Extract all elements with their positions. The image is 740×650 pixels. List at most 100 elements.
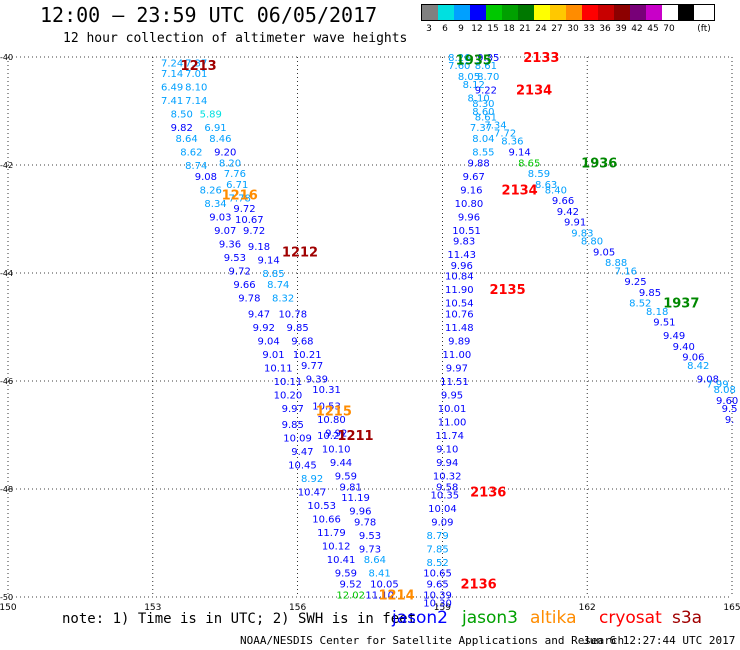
wave-height-value: 10.76 <box>445 310 474 321</box>
wave-height-value: 8.74 <box>185 161 207 172</box>
time-label: 2134 <box>502 183 538 198</box>
wave-height-value: 11.00 <box>438 418 467 429</box>
wave-height-value: 7.41 <box>161 96 183 107</box>
wave-height-value: 9. <box>725 415 735 426</box>
wave-height-value: 9.72 <box>243 226 265 237</box>
lon-tick-label: 165 <box>723 603 740 610</box>
wave-height-value: 9.89 <box>448 337 470 348</box>
satellite-s3a: s3a <box>672 608 703 628</box>
time-label: 1937 <box>663 297 699 312</box>
wave-height-value: 10.53 <box>312 401 341 412</box>
wave-height-value: 7.34 <box>484 121 506 132</box>
wave-height-value: 8.30 <box>472 99 494 110</box>
wave-height-value: 9.14 <box>258 256 280 267</box>
wave-height-value: 8.64 <box>175 134 197 145</box>
wave-height-value: 8.85 <box>262 269 284 280</box>
lon-tick-label: 156 <box>289 603 306 610</box>
wave-height-value: 8.20 <box>219 158 241 169</box>
wave-height-value: 9.08 <box>697 374 719 385</box>
wave-height-value: 11.90 <box>445 285 474 296</box>
wave-height-value: 9.35 <box>477 53 499 64</box>
wave-height-value: 11.43 <box>447 250 476 261</box>
wave-height-value: 10.35 <box>430 490 459 501</box>
legend-label: 30 <box>567 24 579 34</box>
wave-height-value: 10.39 <box>423 590 452 601</box>
legend-swatch <box>566 5 582 20</box>
wave-height-value: 8.26 <box>200 185 222 196</box>
wave-height-value: 10.05 <box>370 580 399 591</box>
wave-height-value: 11.00 <box>443 350 472 361</box>
wave-height-value: 7.72 <box>494 129 516 140</box>
wave-height-value: 9.96 <box>458 212 480 223</box>
time-label: 1936 <box>581 156 617 171</box>
lon-tick-label: 162 <box>579 603 596 610</box>
wave-height-value: 10.47 <box>298 488 327 499</box>
legend-swatch <box>630 5 646 20</box>
wave-height-value: 7.76 <box>224 169 246 180</box>
time-label: 2133 <box>523 51 559 66</box>
wave-height-value: 8.70 <box>477 72 499 83</box>
wave-height-value: 9.85 <box>639 288 661 299</box>
wave-height-value: 8.88 <box>605 258 627 269</box>
wave-height-value: 7.85 <box>426 544 448 555</box>
wave-height-value: 9.77 <box>301 361 323 372</box>
wave-height-value: 9.40 <box>673 342 695 353</box>
wave-height-value: 10.41 <box>327 555 356 566</box>
wave-height-value: 9.22 <box>475 85 497 96</box>
wave-height-value: 7.60 <box>448 61 470 72</box>
wave-height-value: 10.66 <box>312 515 341 526</box>
wave-height-value: 9.96 <box>349 507 371 518</box>
wave-height-value: 8.65 <box>518 158 540 169</box>
wave-height-value: 9.95 <box>441 391 463 402</box>
wave-height-value: 11.51 <box>440 377 469 388</box>
page-subtitle: 12 hour collection of altimeter wave hei… <box>63 31 408 46</box>
wave-height-value: 10.53 <box>307 501 336 512</box>
wave-height-value: 8.08 <box>714 385 736 396</box>
wave-height-value: 10.32 <box>433 472 462 483</box>
time-label: 1211 <box>337 429 373 444</box>
time-label: 1215 <box>316 405 352 420</box>
lat-tick-label: -42 <box>0 161 13 170</box>
wave-height-value: 6.71 <box>226 180 248 191</box>
wave-height-value: 9.82 <box>171 123 193 134</box>
wave-height-value: 8.04 <box>472 134 494 145</box>
legend-swatch <box>598 5 614 20</box>
wave-height-value: 9.20 <box>214 148 236 159</box>
wave-height-value: 7.99 <box>706 380 728 391</box>
wave-height-value: 9.36 <box>219 239 241 250</box>
wave-height-value: 9.59 <box>335 569 357 580</box>
wave-height-value: 8.92 <box>301 474 323 485</box>
legend-swatch <box>454 5 470 20</box>
lon-tick-label: 153 <box>144 603 161 610</box>
wave-height-value: 8.26 <box>448 53 470 64</box>
wave-height-value: 9.47 <box>291 447 313 458</box>
wave-height-value: 9.53 <box>224 253 246 264</box>
wave-height-value: 9.25 <box>624 277 646 288</box>
legend-label: 27 <box>551 24 563 34</box>
lat-tick-label: -44 <box>0 269 13 278</box>
wave-height-value: 10.20 <box>274 391 303 402</box>
wave-height-value: 9.39 <box>306 374 328 385</box>
time-label: 2136 <box>470 486 506 501</box>
legend-label: 21 <box>519 24 531 34</box>
wave-height-value: 9.05 <box>593 247 615 258</box>
wave-height-value: 8.62 <box>180 148 202 159</box>
legend-swatch <box>486 5 502 20</box>
wave-height-value: 9.91 <box>564 218 586 229</box>
legend-label: 18 <box>503 24 515 34</box>
legend-label: 24 <box>535 24 547 34</box>
wave-height-value: 10.01 <box>438 404 467 415</box>
wave-height-value: 9.47 <box>248 310 270 321</box>
legend-swatch <box>502 5 518 20</box>
wave-height-value: 9.14 <box>508 148 530 159</box>
wave-height-value: 9.65 <box>426 580 448 591</box>
lat-tick-label: -40 <box>0 53 13 62</box>
wave-height-value: 9.07 <box>214 226 236 237</box>
wave-height-value: 9.03 <box>209 212 231 223</box>
wave-height-value: 6.91 <box>204 123 226 134</box>
legend-label: 39 <box>615 24 627 34</box>
wave-height-value: 9.85 <box>286 323 308 334</box>
wave-height-value: 7.16 <box>615 266 637 277</box>
wave-height-value: 10.21 <box>293 350 322 361</box>
wave-height-value: 9.96 <box>451 261 473 272</box>
